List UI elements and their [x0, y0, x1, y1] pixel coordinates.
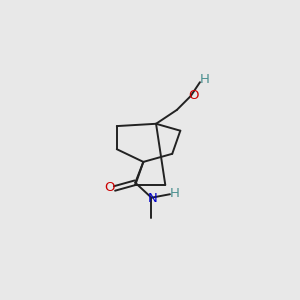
Text: N: N	[148, 192, 158, 205]
Text: H: H	[200, 74, 209, 86]
Text: O: O	[105, 182, 115, 194]
Text: H: H	[170, 187, 180, 200]
Text: O: O	[188, 89, 198, 102]
